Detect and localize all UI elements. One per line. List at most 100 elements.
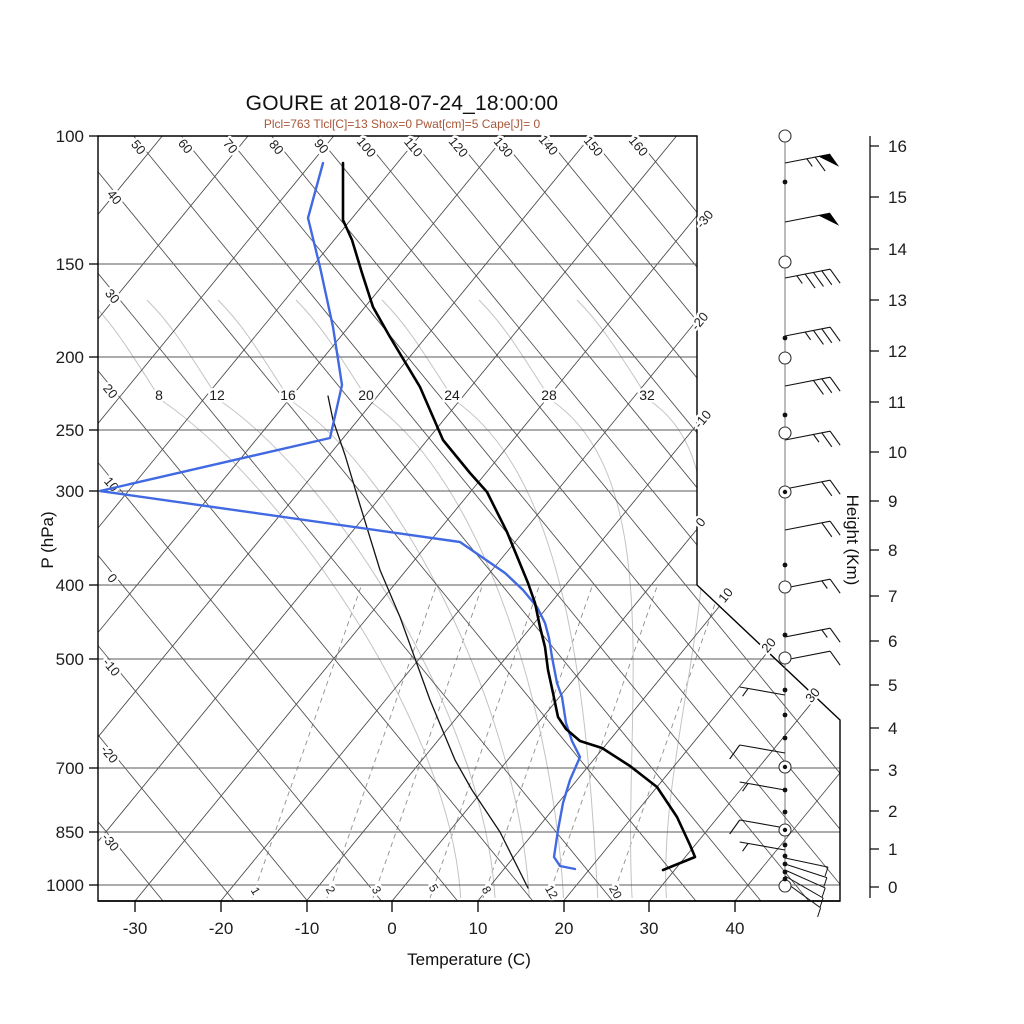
station-open-circle bbox=[778, 580, 792, 594]
height-tick-label: 11 bbox=[888, 393, 906, 412]
moist-adiabat-line bbox=[98, 299, 462, 899]
dry-adiabat-line bbox=[181, 136, 810, 901]
station-dot bbox=[782, 842, 788, 848]
wind-barb bbox=[739, 781, 786, 792]
wind-barb bbox=[784, 520, 841, 538]
wind-barb bbox=[784, 430, 841, 448]
barb-staff bbox=[784, 326, 831, 337]
temperature-axis-label: Temperature (C) bbox=[407, 950, 531, 969]
mixing-ratio-label: 1 bbox=[248, 885, 264, 898]
isotherm-label: 0 bbox=[692, 515, 708, 530]
station-open-circle bbox=[778, 426, 792, 440]
pressure-tick-label: 100 bbox=[56, 127, 84, 146]
pressure-tick-label: 400 bbox=[56, 576, 84, 595]
dry-adiabat-label: 30 bbox=[102, 286, 123, 307]
dry-adiabat-line bbox=[98, 136, 235, 901]
height-tick-label: 6 bbox=[888, 632, 897, 651]
mixing-ratio-line bbox=[372, 584, 483, 899]
chart-title: GOURE at 2018-07-24_18:00:00 bbox=[245, 92, 559, 115]
moist-adiabats bbox=[98, 299, 705, 899]
dry-adiabat-label: 60 bbox=[175, 136, 196, 157]
isotherm-line bbox=[648, 136, 840, 901]
barb-full-tick bbox=[829, 520, 841, 536]
isotherm-line bbox=[563, 136, 840, 901]
height-tick-label: 3 bbox=[888, 761, 897, 780]
station-open-circle bbox=[778, 255, 792, 269]
station-dot bbox=[782, 632, 788, 638]
temperature-tick-label: -20 bbox=[209, 919, 234, 938]
barb-full-tick bbox=[729, 744, 741, 760]
temperature-axis: -30 -20 -10 0 10 20 30 40 bbox=[98, 900, 840, 938]
barb-full-tick bbox=[829, 650, 841, 666]
station-open-circle bbox=[778, 129, 792, 143]
station-circled-dot-center bbox=[782, 489, 788, 495]
height-tick-label: 4 bbox=[888, 719, 897, 738]
mixing-ratio-line bbox=[547, 584, 658, 899]
barb-staff bbox=[784, 376, 831, 387]
height-tick-label: 9 bbox=[888, 492, 897, 511]
isotherm-line bbox=[98, 136, 677, 901]
isotherm-label: -20 bbox=[688, 309, 712, 333]
temperature-tick-label: 10 bbox=[469, 919, 488, 938]
temperature-tick-label: -30 bbox=[123, 919, 148, 938]
barb-staff bbox=[784, 268, 831, 279]
temperature-tick-label: 40 bbox=[726, 919, 745, 938]
barb-staff bbox=[784, 650, 831, 661]
barb-half-tick bbox=[823, 877, 828, 887]
barb-staff bbox=[784, 627, 831, 638]
temperature-tick-label: 30 bbox=[640, 919, 659, 938]
station-dot bbox=[782, 861, 788, 867]
station-dot bbox=[782, 869, 788, 875]
mixing-ratio-label: 20 bbox=[606, 883, 625, 902]
barb-half-tick bbox=[742, 783, 749, 792]
barb-staff bbox=[784, 479, 831, 490]
barb-full-tick bbox=[813, 272, 824, 287]
mixing-ratio-label: 12 bbox=[542, 883, 561, 902]
wind-barb bbox=[729, 819, 786, 835]
dry-adiabat-line bbox=[98, 136, 697, 901]
barb-full-tick bbox=[829, 430, 841, 446]
isotherm-line bbox=[98, 136, 506, 901]
barb-staff bbox=[739, 686, 786, 696]
isotherm-label: 20 bbox=[758, 635, 779, 656]
height-tick-label: 12 bbox=[888, 342, 907, 361]
wind-barb bbox=[784, 627, 841, 643]
station-open-circle bbox=[778, 879, 792, 893]
isotherm-line bbox=[134, 136, 763, 901]
wind-barb bbox=[784, 326, 841, 345]
height-tick-label: 13 bbox=[888, 291, 907, 310]
mixing-ratio-label: 5 bbox=[426, 882, 442, 895]
dry-adiabat-line bbox=[98, 136, 164, 901]
mixing-ratio-label: 2 bbox=[323, 884, 339, 897]
height-tick-label: 0 bbox=[888, 878, 897, 897]
wind-barb bbox=[784, 376, 841, 395]
barb-staff bbox=[784, 857, 829, 868]
station-dot bbox=[782, 179, 788, 185]
moist-adiabat-label: 24 bbox=[444, 387, 460, 403]
dry-adiabat-label: -20 bbox=[98, 742, 122, 766]
moist-adiabat-label: 32 bbox=[639, 387, 655, 403]
pressure-tick-label: 200 bbox=[56, 348, 84, 367]
height-tick-label: 15 bbox=[888, 188, 907, 207]
height-tick-label: 16 bbox=[888, 137, 907, 156]
barb-half-tick bbox=[821, 887, 826, 898]
dry-adiabat-label: 160 bbox=[626, 133, 651, 159]
barb-full-tick bbox=[813, 330, 824, 345]
height-tick-label: 8 bbox=[888, 541, 897, 560]
barb-staff bbox=[784, 578, 831, 589]
barb-full-tick bbox=[814, 156, 826, 172]
barb-full-tick bbox=[821, 432, 833, 448]
barb-half-tick bbox=[821, 629, 828, 638]
barb-half-tick bbox=[742, 843, 749, 852]
mixing-ratio-line bbox=[611, 584, 722, 899]
dry-adiabat-label: 150 bbox=[581, 133, 606, 159]
barb-half-tick bbox=[824, 866, 829, 877]
barb-full-tick bbox=[821, 328, 833, 344]
wind-barb bbox=[729, 744, 786, 760]
station-dot bbox=[782, 687, 788, 693]
station-dot bbox=[782, 335, 788, 341]
barb-full-tick bbox=[804, 273, 816, 289]
barb-full-tick bbox=[821, 481, 833, 497]
dry-adiabat-label: 20 bbox=[100, 381, 121, 402]
surface-wind-barb bbox=[784, 857, 829, 877]
